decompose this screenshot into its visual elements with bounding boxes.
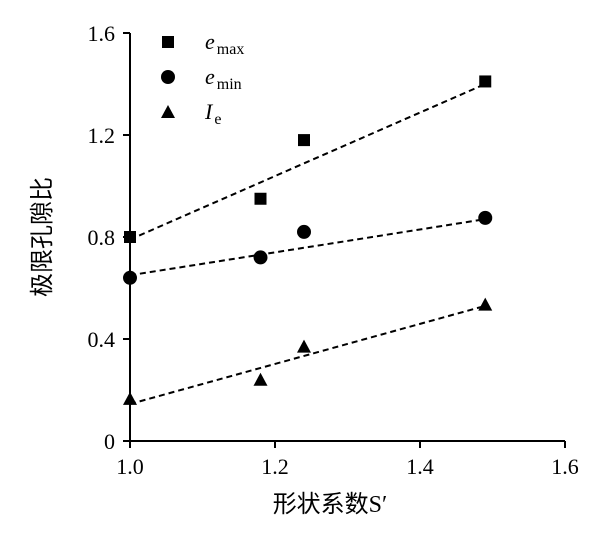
legend-marker-e-max — [162, 36, 174, 48]
point-i-e — [478, 297, 493, 311]
point-i-e — [297, 339, 311, 353]
point-e-min — [478, 210, 493, 225]
x-tick-label: 1.4 — [406, 454, 434, 479]
x-axis-label: 形状系数S′ — [273, 491, 388, 518]
trendline-i-e — [129, 304, 486, 405]
x-tick-label: 1.6 — [551, 454, 579, 479]
legend-marker-i-e — [161, 105, 175, 118]
y-tick-label: 1.6 — [88, 21, 116, 46]
legend: e max e min I e — [161, 29, 244, 128]
x-tick-label: 1.0 — [116, 454, 144, 479]
legend-label-e-max: e max — [205, 29, 244, 58]
x-tick-label: 1.2 — [261, 454, 289, 479]
point-e-max — [254, 192, 267, 205]
y-tick-label: 1.2 — [88, 123, 116, 148]
legend-label-e-min: e min — [205, 64, 242, 93]
trendline-e-max — [129, 83, 486, 241]
point-i-e — [123, 391, 137, 405]
point-e-max — [479, 75, 492, 88]
legend-marker-e-min — [161, 70, 175, 84]
point-e-min — [123, 270, 137, 285]
point-i-e — [253, 372, 268, 386]
y-tick-label: 0.4 — [88, 327, 116, 352]
point-e-min — [297, 224, 311, 239]
point-e-max — [298, 134, 310, 147]
point-e-max — [124, 231, 136, 243]
y-tick-label: 0 — [104, 429, 115, 454]
point-e-min — [253, 250, 268, 265]
y-tick-label: 0.8 — [88, 225, 116, 250]
axes — [129, 33, 565, 442]
y-axis-label: 极限孔隙比 — [29, 177, 56, 297]
